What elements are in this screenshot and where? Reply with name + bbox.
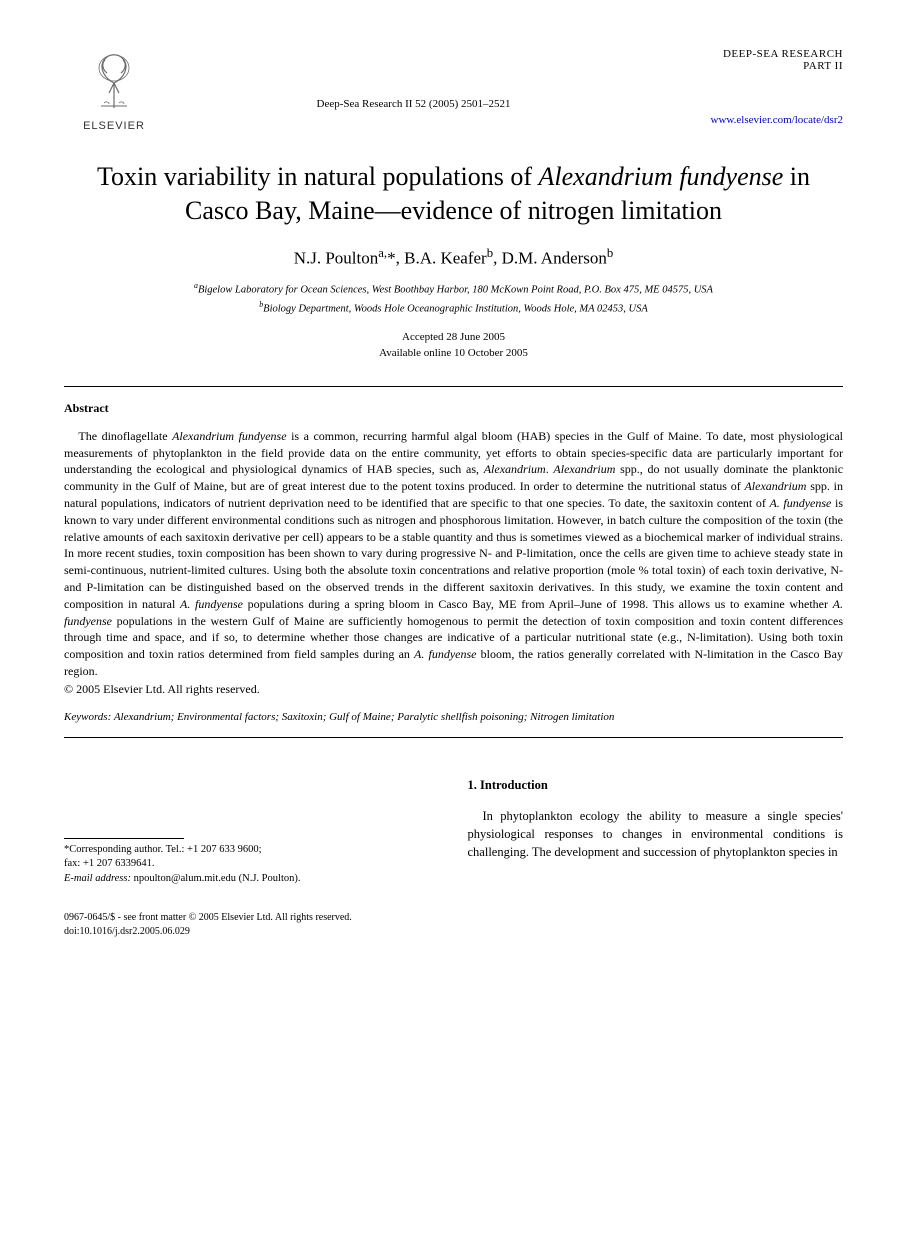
- keywords-label: Keywords:: [64, 711, 111, 723]
- rule-below-keywords: [64, 737, 843, 738]
- journal-brand-block: DEEP-SEA RESEARCH PART II www.elsevier.c…: [663, 48, 843, 126]
- footnote-email-line: E-mail address: npoulton@alum.mit.edu (N…: [64, 872, 440, 887]
- corresponding-author-footnote: *Corresponding author. Tel.: +1 207 633 …: [64, 838, 440, 887]
- footnote-email-label: E-mail address:: [64, 873, 131, 884]
- doi-line: doi:10.1016/j.dsr2.2005.06.029: [64, 925, 843, 939]
- journal-url-link[interactable]: www.elsevier.com/locate/dsr2: [663, 114, 843, 126]
- page-header: ELSEVIER Deep-Sea Research II 52 (2005) …: [64, 48, 843, 132]
- footnote-corresponding: *Corresponding author. Tel.: +1 207 633 …: [64, 843, 440, 858]
- introduction-heading: 1. Introduction: [468, 778, 844, 793]
- page-footer: 0967-0645/$ - see front matter © 2005 El…: [64, 911, 843, 939]
- abstract-copyright: © 2005 Elsevier Ltd. All rights reserved…: [64, 682, 843, 697]
- article-title: Toxin variability in natural populations…: [64, 160, 843, 228]
- publisher-logo: ELSEVIER: [64, 48, 164, 132]
- abstract-heading: Abstract: [64, 401, 843, 416]
- two-column-region: *Corresponding author. Tel.: +1 207 633 …: [64, 778, 843, 887]
- footnote-email: npoulton@alum.mit.edu (N.J. Poulton).: [134, 873, 301, 884]
- journal-title-line2: PART II: [663, 60, 843, 72]
- journal-reference: Deep-Sea Research II 52 (2005) 2501–2521: [164, 98, 663, 110]
- right-column: 1. Introduction In phytoplankton ecology…: [468, 778, 844, 887]
- journal-reference-block: Deep-Sea Research II 52 (2005) 2501–2521: [164, 48, 663, 110]
- article-dates: Accepted 28 June 2005 Available online 1…: [64, 329, 843, 362]
- affiliation-b: bBiology Department, Woods Hole Oceanogr…: [64, 299, 843, 317]
- footnote-rule: [64, 838, 184, 839]
- publisher-name: ELSEVIER: [83, 120, 145, 132]
- accepted-date: Accepted 28 June 2005: [64, 329, 843, 346]
- left-column: *Corresponding author. Tel.: +1 207 633 …: [64, 778, 440, 887]
- abstract-body: The dinoflagellate Alexandrium fundyense…: [64, 428, 843, 680]
- authors-line: N.J. Poultona,*, B.A. Keaferb, D.M. Ande…: [64, 246, 843, 269]
- keywords-line: Keywords: Alexandrium; Environmental fac…: [64, 711, 843, 723]
- rule-above-abstract: [64, 386, 843, 387]
- elsevier-tree-icon: [79, 48, 149, 118]
- journal-title-line1: DEEP-SEA RESEARCH: [663, 48, 843, 60]
- keywords-list: Alexandrium; Environmental factors; Saxi…: [114, 711, 615, 723]
- available-online-date: Available online 10 October 2005: [64, 345, 843, 362]
- front-matter-line: 0967-0645/$ - see front matter © 2005 El…: [64, 911, 843, 925]
- affiliations: aBigelow Laboratory for Ocean Sciences, …: [64, 280, 843, 317]
- introduction-body: In phytoplankton ecology the ability to …: [468, 807, 844, 861]
- affiliation-a: aBigelow Laboratory for Ocean Sciences, …: [64, 280, 843, 298]
- footnote-fax: fax: +1 207 6339641.: [64, 857, 440, 872]
